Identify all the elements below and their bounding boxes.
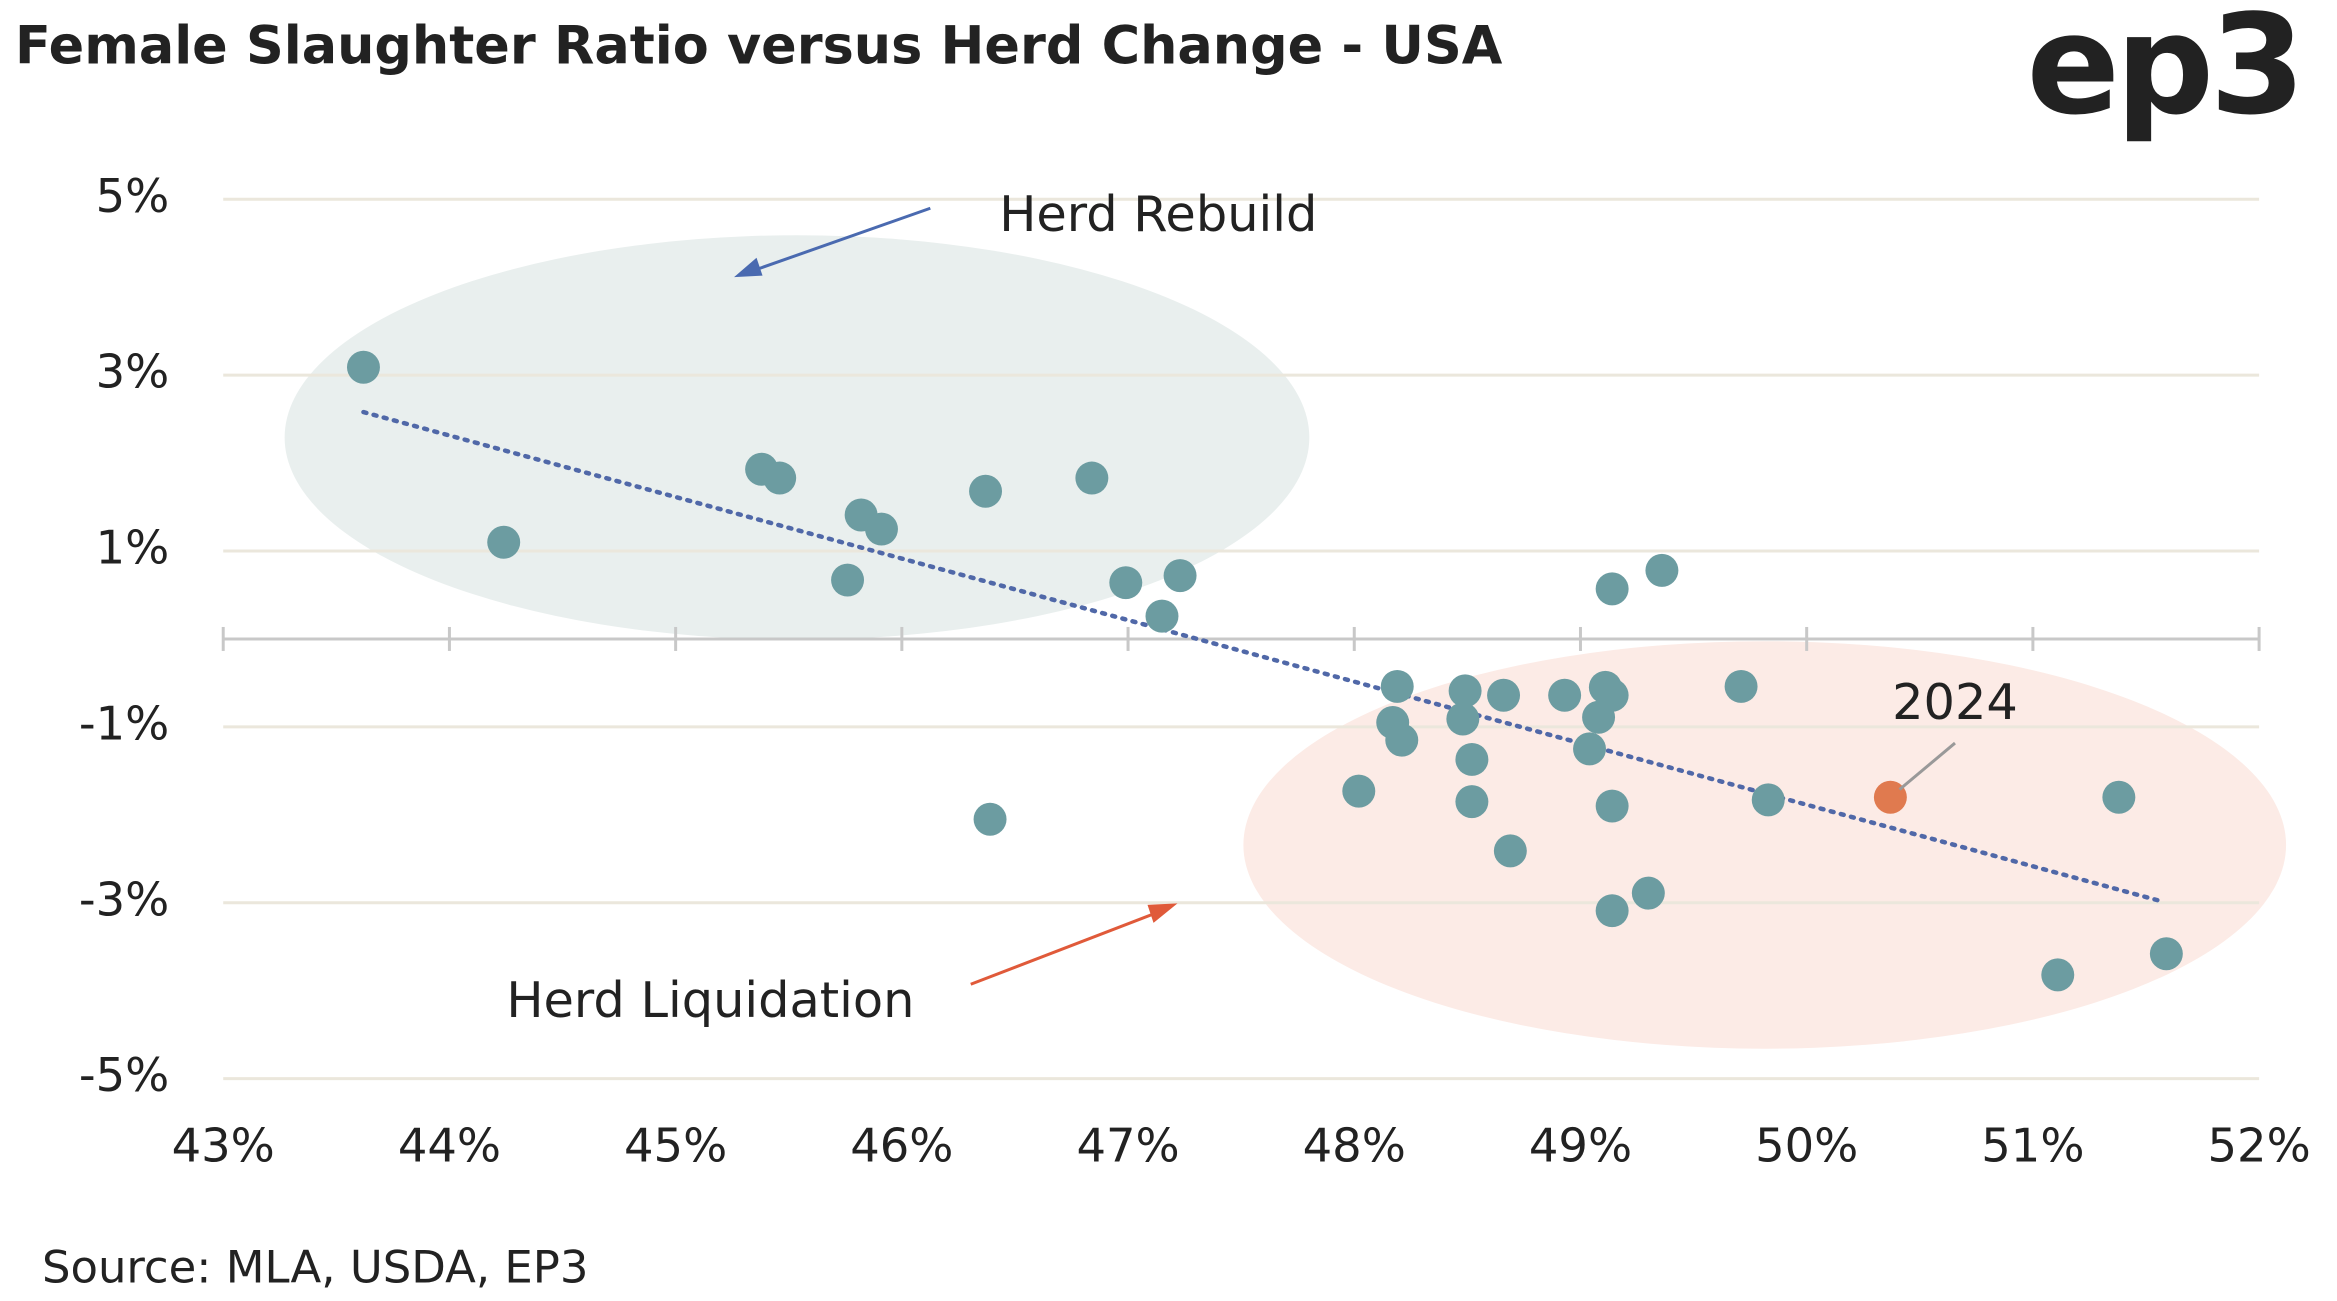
point bbox=[1145, 599, 1179, 633]
x-tick-label: 43% bbox=[172, 1119, 275, 1173]
x-tick-label: 51% bbox=[1981, 1119, 2084, 1173]
arrow bbox=[970, 907, 1167, 986]
point bbox=[2149, 937, 2183, 971]
y-tick-label: -1% bbox=[79, 696, 169, 750]
y-tick-label: -5% bbox=[79, 1048, 169, 1102]
point bbox=[487, 525, 521, 559]
point bbox=[1448, 674, 1482, 708]
point bbox=[1595, 789, 1629, 823]
rebuild-zone bbox=[284, 235, 1310, 640]
x-tick-label: 44% bbox=[398, 1119, 501, 1173]
logo: ep3 bbox=[2027, 0, 2302, 146]
point bbox=[346, 350, 380, 384]
marks bbox=[346, 350, 2183, 992]
point bbox=[1446, 702, 1480, 736]
point bbox=[1109, 566, 1143, 600]
point bbox=[1548, 678, 1582, 712]
point bbox=[1631, 876, 1665, 910]
source: Source: MLA, USDA, EP3 bbox=[42, 1240, 589, 1293]
point bbox=[1493, 834, 1527, 868]
point bbox=[1595, 572, 1629, 606]
point bbox=[2041, 958, 2075, 992]
x-tick-label: 46% bbox=[850, 1119, 953, 1173]
point bbox=[1455, 742, 1489, 776]
y-tick-label: 1% bbox=[96, 521, 170, 575]
point bbox=[1595, 894, 1629, 928]
x-tick-label: 49% bbox=[1529, 1119, 1632, 1173]
y-tick-label: -3% bbox=[79, 872, 169, 926]
arrow bbox=[742, 206, 931, 276]
x-tick-label: 52% bbox=[2207, 1119, 2310, 1173]
point bbox=[1873, 780, 1907, 814]
point bbox=[865, 512, 898, 546]
point bbox=[1163, 559, 1197, 593]
point bbox=[2102, 780, 2136, 814]
point bbox=[1075, 461, 1109, 495]
arrow-head bbox=[734, 257, 763, 278]
point bbox=[1573, 732, 1606, 766]
point bbox=[973, 802, 1007, 836]
point bbox=[831, 563, 865, 597]
annotation: 2024 bbox=[1892, 673, 2018, 731]
x-tick-label: 48% bbox=[1303, 1119, 1406, 1173]
chart-title: Female Slaughter Ratio versus Herd Chang… bbox=[15, 15, 1503, 76]
leader-line bbox=[1898, 741, 1956, 791]
liquidation-zone bbox=[1243, 641, 2287, 1049]
x-tick-label: 45% bbox=[624, 1119, 727, 1173]
point bbox=[763, 461, 797, 495]
point bbox=[1455, 785, 1489, 819]
y-tick-label: 3% bbox=[96, 345, 170, 399]
x-tick-label: 50% bbox=[1755, 1119, 1858, 1173]
point bbox=[1751, 783, 1785, 817]
point bbox=[1724, 669, 1758, 703]
x-tick-label: 47% bbox=[1076, 1119, 1179, 1173]
arrow-head bbox=[1147, 903, 1178, 923]
point bbox=[1487, 678, 1521, 712]
annotation: Herd Liquidation bbox=[506, 971, 914, 1029]
annotation: Herd Rebuild bbox=[999, 185, 1317, 243]
grid: 5% 3% 1% -1% -3% -5%43% 44% 45% 46% 47% 48% 49% 50% 5… bbox=[79, 169, 2311, 1173]
point bbox=[1582, 700, 1616, 734]
point bbox=[1385, 723, 1419, 757]
point bbox=[1380, 669, 1414, 703]
point bbox=[1342, 774, 1376, 808]
point bbox=[1645, 553, 1679, 587]
y-tick-label: 5% bbox=[96, 169, 170, 223]
point bbox=[969, 474, 1003, 508]
